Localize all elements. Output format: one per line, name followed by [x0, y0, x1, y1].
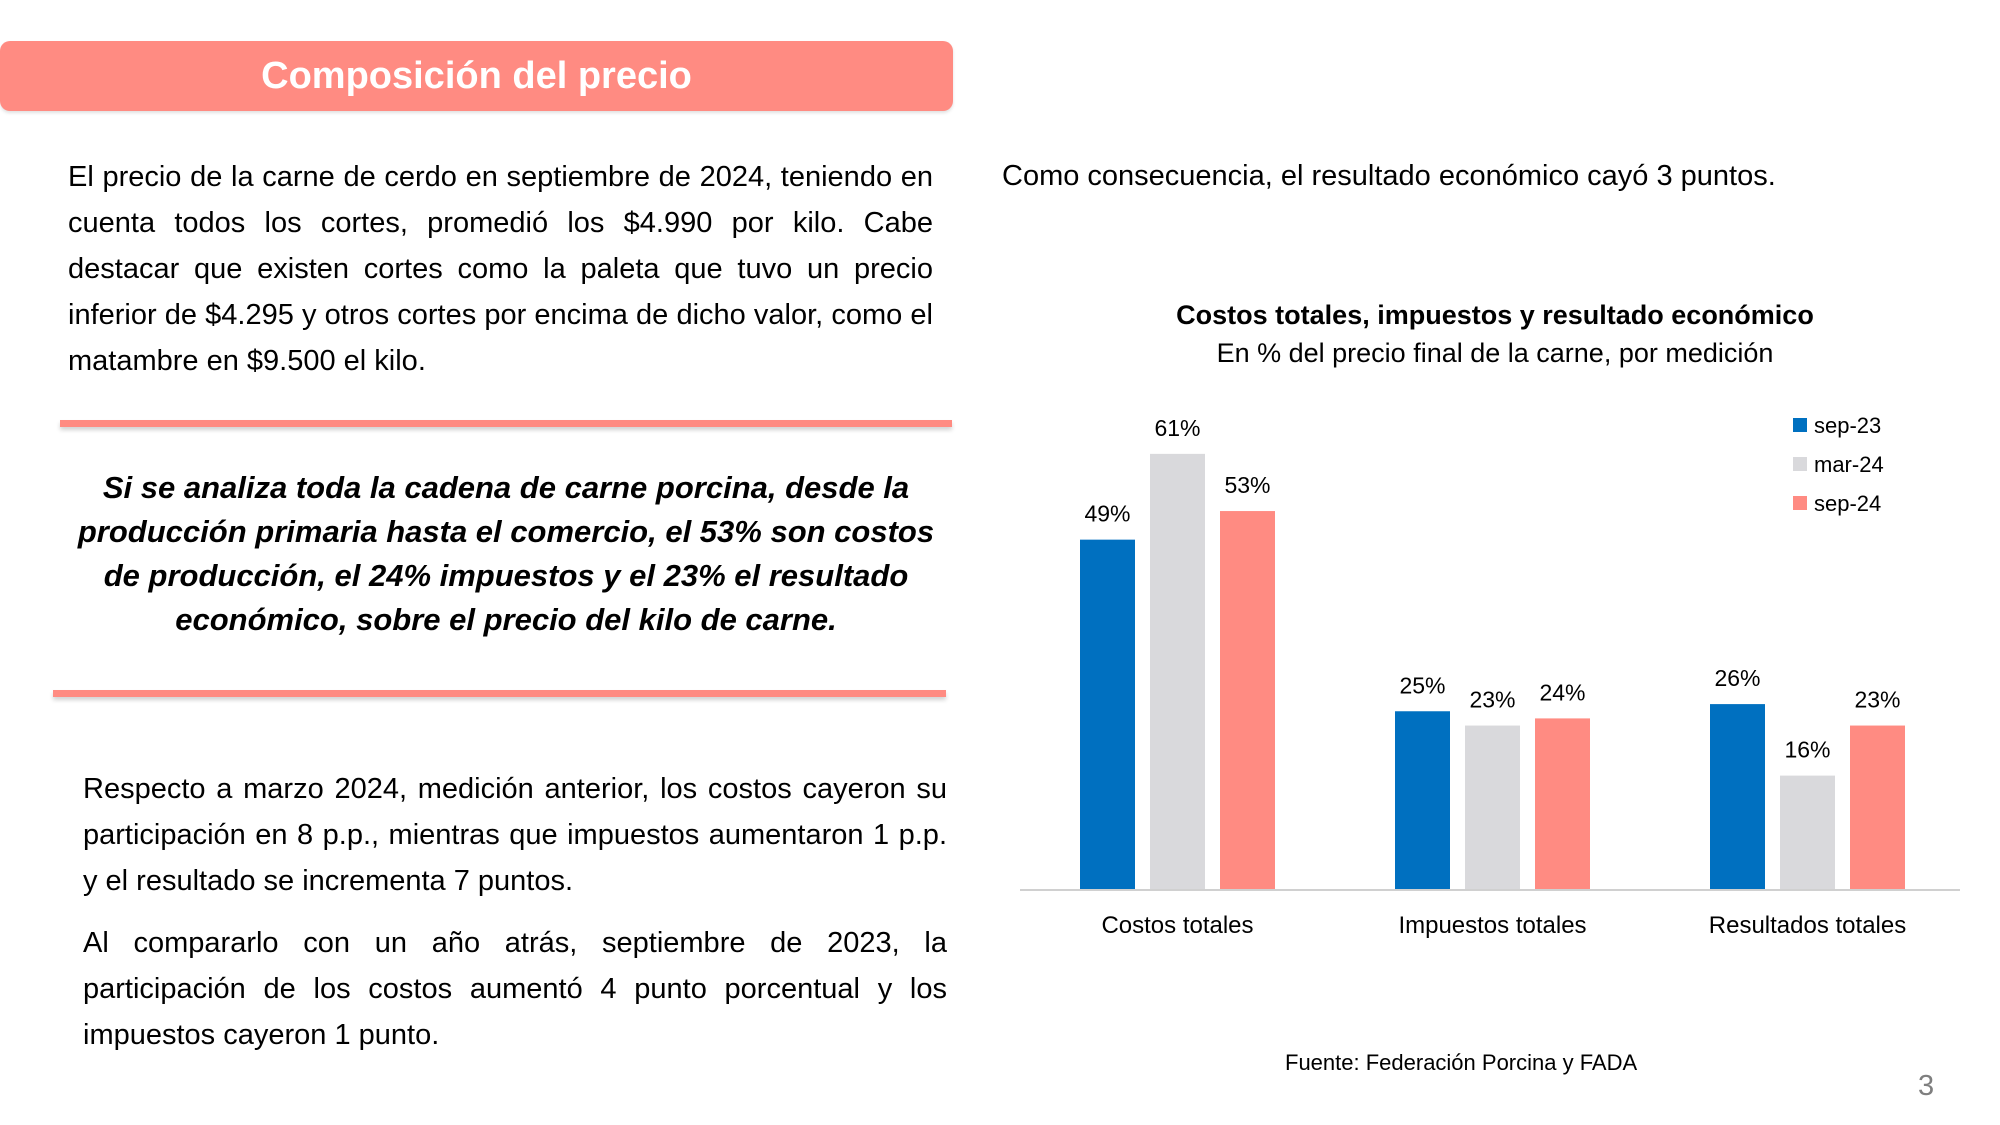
- data-label: 23%: [1854, 687, 1900, 713]
- data-label: 16%: [1784, 737, 1830, 763]
- page-number: 3: [1918, 1070, 1935, 1102]
- divider-top: [60, 420, 952, 427]
- bar-mar-24-1: [1465, 725, 1520, 890]
- consequence-text: Como consecuencia, el resultado económic…: [1002, 160, 1776, 192]
- bar-sep-24-2: [1850, 725, 1905, 890]
- price-paragraph: El precio de la carne de cerdo en septie…: [68, 161, 933, 377]
- bar-sep-23-1: [1395, 711, 1450, 890]
- legend-swatch-sep-23: [1793, 418, 1807, 432]
- chart-subtitle: En % del precio final de la carne, por m…: [1216, 338, 1774, 368]
- yearly-comparison-paragraph: Al compararlo con un año atrás, septiemb…: [83, 927, 947, 1051]
- data-label: 23%: [1469, 687, 1515, 713]
- data-label: 49%: [1084, 501, 1130, 527]
- data-label: 53%: [1224, 472, 1270, 498]
- section-title: Composición del precio: [261, 55, 692, 97]
- data-label: 26%: [1714, 665, 1760, 691]
- bar-sep-23-2: [1710, 704, 1765, 890]
- data-label: 24%: [1539, 679, 1585, 705]
- category-label: Impuestos totales: [1398, 912, 1586, 939]
- legend-label: mar-24: [1814, 452, 1884, 477]
- bar-sep-24-0: [1220, 511, 1275, 890]
- bar-mar-24-2: [1780, 775, 1835, 890]
- category-label: Resultados totales: [1709, 912, 1906, 939]
- chart-title: Costos totales, impuestos y resultado ec…: [1176, 300, 1814, 330]
- bar-sep-23-0: [1080, 539, 1135, 890]
- section-header-bar: Composición del precio: [0, 41, 953, 111]
- comparison-paragraph: Respecto a marzo 2024, medición anterior…: [83, 773, 947, 897]
- source-note: Fuente: Federación Porcina y FADA: [1285, 1050, 1638, 1075]
- legend-label: sep-23: [1814, 413, 1881, 438]
- bar-chart: 49% 25% 26% 61% 23% 16% 53% 24% 23% Costos totale…: [1020, 413, 1960, 939]
- highlight-statement: Si se analiza toda la cadena de carne po…: [77, 470, 935, 637]
- divider-bottom: [53, 690, 946, 697]
- data-label: 25%: [1399, 672, 1445, 698]
- bar-mar-24-0: [1150, 453, 1205, 890]
- legend-swatch-mar-24: [1793, 457, 1807, 471]
- legend-swatch-sep-24: [1793, 496, 1807, 510]
- data-label: 61%: [1154, 415, 1200, 441]
- bar-sep-24-1: [1535, 718, 1590, 890]
- legend-label: sep-24: [1814, 491, 1881, 516]
- category-label: Costos totales: [1101, 912, 1253, 939]
